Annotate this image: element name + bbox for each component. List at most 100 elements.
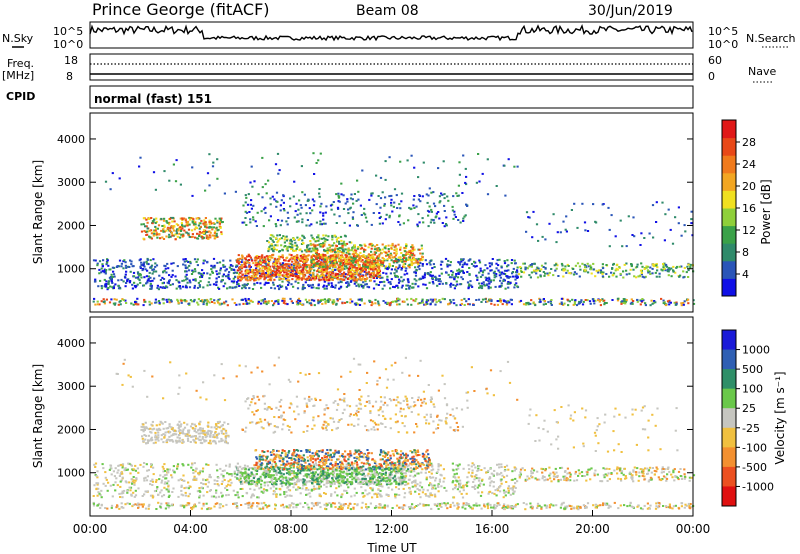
data-cell bbox=[280, 219, 284, 222]
data-cell bbox=[385, 213, 388, 216]
data-cell bbox=[365, 273, 368, 276]
data-cell bbox=[210, 226, 213, 229]
data-cell bbox=[344, 202, 347, 205]
colorbar-tick-label: 16 bbox=[742, 202, 756, 215]
data-cell bbox=[354, 257, 357, 260]
data-cell bbox=[414, 258, 417, 261]
data-cell bbox=[299, 300, 302, 302]
data-cell bbox=[361, 278, 364, 280]
data-cell bbox=[197, 224, 200, 227]
data-cell bbox=[175, 159, 178, 162]
data-cell bbox=[433, 503, 436, 506]
data-cell bbox=[385, 272, 388, 275]
data-cell bbox=[598, 269, 601, 272]
data-cell bbox=[370, 266, 373, 268]
data-cell bbox=[281, 265, 284, 268]
data-cell bbox=[342, 242, 345, 245]
data-cell bbox=[190, 217, 193, 219]
data-cell bbox=[178, 285, 181, 287]
data-cell bbox=[555, 267, 558, 270]
data-cell bbox=[610, 214, 613, 217]
data-cell bbox=[580, 299, 583, 302]
data-cell bbox=[262, 507, 265, 510]
data-cell bbox=[130, 260, 133, 263]
data-cell bbox=[337, 264, 340, 267]
data-cell bbox=[350, 249, 353, 252]
data-cell bbox=[528, 265, 531, 268]
data-cell bbox=[377, 249, 380, 252]
data-cell bbox=[319, 477, 322, 480]
data-cell bbox=[263, 257, 266, 260]
data-cell bbox=[407, 278, 410, 281]
data-cell bbox=[356, 303, 359, 306]
data-cell bbox=[110, 298, 113, 301]
data-cell bbox=[613, 501, 616, 504]
data-cell bbox=[429, 298, 432, 301]
data-cell bbox=[378, 253, 381, 256]
data-cell bbox=[321, 302, 324, 305]
data-cell bbox=[367, 246, 370, 249]
data-cell bbox=[431, 274, 434, 277]
data-cell bbox=[445, 216, 448, 219]
data-cell bbox=[250, 299, 253, 302]
data-cell bbox=[361, 169, 364, 172]
data-cell bbox=[295, 300, 298, 303]
data-cell bbox=[189, 299, 192, 302]
data-cell bbox=[690, 218, 693, 221]
data-cell bbox=[279, 265, 282, 268]
data-cell bbox=[275, 495, 278, 498]
data-cell bbox=[396, 284, 399, 287]
data-cell bbox=[320, 253, 323, 256]
data-cell bbox=[332, 255, 335, 258]
data-cell bbox=[300, 278, 303, 281]
data-cell bbox=[347, 256, 350, 259]
data-cell bbox=[252, 218, 255, 221]
data-cell bbox=[222, 505, 225, 508]
data-cell bbox=[465, 300, 468, 303]
data-cell bbox=[648, 232, 651, 235]
data-cell bbox=[232, 272, 235, 275]
data-cell bbox=[406, 303, 409, 306]
data-cell bbox=[335, 222, 338, 224]
data-cell bbox=[337, 248, 340, 251]
data-cell bbox=[458, 173, 461, 176]
data-cell bbox=[305, 212, 308, 215]
data-cell bbox=[325, 285, 328, 288]
data-cell bbox=[376, 266, 380, 269]
data-cell bbox=[340, 264, 343, 267]
data-cell bbox=[386, 258, 389, 261]
data-cell bbox=[301, 221, 304, 224]
data-cell bbox=[167, 267, 170, 270]
data-cell bbox=[352, 259, 355, 262]
data-cell bbox=[337, 278, 340, 281]
data-cell bbox=[367, 506, 370, 509]
data-cell bbox=[330, 505, 333, 508]
data-cell bbox=[289, 271, 292, 274]
data-cell bbox=[422, 488, 425, 491]
data-cell bbox=[333, 300, 336, 303]
data-cell bbox=[278, 250, 281, 253]
data-cell bbox=[689, 507, 692, 510]
data-cell bbox=[235, 265, 238, 268]
data-cell bbox=[281, 266, 285, 269]
data-cell bbox=[332, 299, 335, 302]
data-cell bbox=[269, 197, 272, 200]
data-cell bbox=[443, 197, 446, 200]
data-cell bbox=[317, 300, 320, 303]
data-cell bbox=[331, 275, 334, 278]
data-cell bbox=[410, 246, 413, 248]
data-cell bbox=[536, 502, 540, 505]
data-cell bbox=[373, 258, 377, 261]
data-cell bbox=[310, 286, 313, 289]
data-cell bbox=[206, 299, 209, 302]
data-cell bbox=[125, 266, 128, 269]
data-cell bbox=[405, 251, 408, 254]
data-cell bbox=[543, 504, 546, 507]
data-cell bbox=[158, 274, 161, 277]
data-cell bbox=[437, 280, 440, 283]
data-cell bbox=[310, 255, 313, 258]
data-cell bbox=[446, 265, 449, 268]
data-cell bbox=[644, 275, 647, 278]
data-cell bbox=[417, 176, 420, 179]
y-tick-label: 2000 bbox=[57, 219, 85, 232]
